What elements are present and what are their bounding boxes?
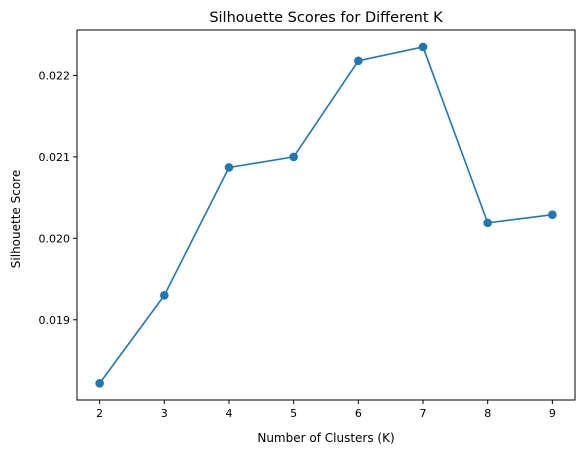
x-axis-ticks: 2 3 4 5 6 7 8 9 <box>96 400 556 420</box>
y-tick-label: 0.019 <box>39 314 71 327</box>
series-layer <box>95 42 557 388</box>
y-axis-label: Silhouette Score <box>9 170 23 268</box>
y-axis-ticks: 0.019 0.020 0.021 0.022 <box>39 69 77 327</box>
y-tick-label: 0.020 <box>39 232 71 245</box>
series-line <box>98 46 553 384</box>
x-tick-label: 2 <box>96 407 103 420</box>
data-point <box>418 42 428 52</box>
x-tick-label: 5 <box>290 407 297 420</box>
plot-area-frame <box>76 29 576 401</box>
x-axis-label: Number of Clusters (K) <box>257 431 394 445</box>
data-point <box>289 152 298 162</box>
x-tick-label: 7 <box>420 407 427 420</box>
data-point <box>224 163 234 172</box>
data-point <box>354 56 363 66</box>
x-tick-label: 8 <box>484 407 491 420</box>
data-point <box>483 218 492 228</box>
y-tick-label: 0.021 <box>39 151 71 164</box>
y-tick-label: 0.022 <box>39 69 71 82</box>
chart-title: Silhouette Scores for Different K <box>209 10 443 26</box>
data-point <box>160 291 169 300</box>
data-point <box>95 379 104 388</box>
data-point <box>548 210 557 220</box>
x-tick-label: 6 <box>355 407 362 420</box>
x-tick-label: 4 <box>225 407 232 420</box>
x-tick-label: 9 <box>549 407 556 420</box>
x-tick-label: 3 <box>161 407 168 420</box>
